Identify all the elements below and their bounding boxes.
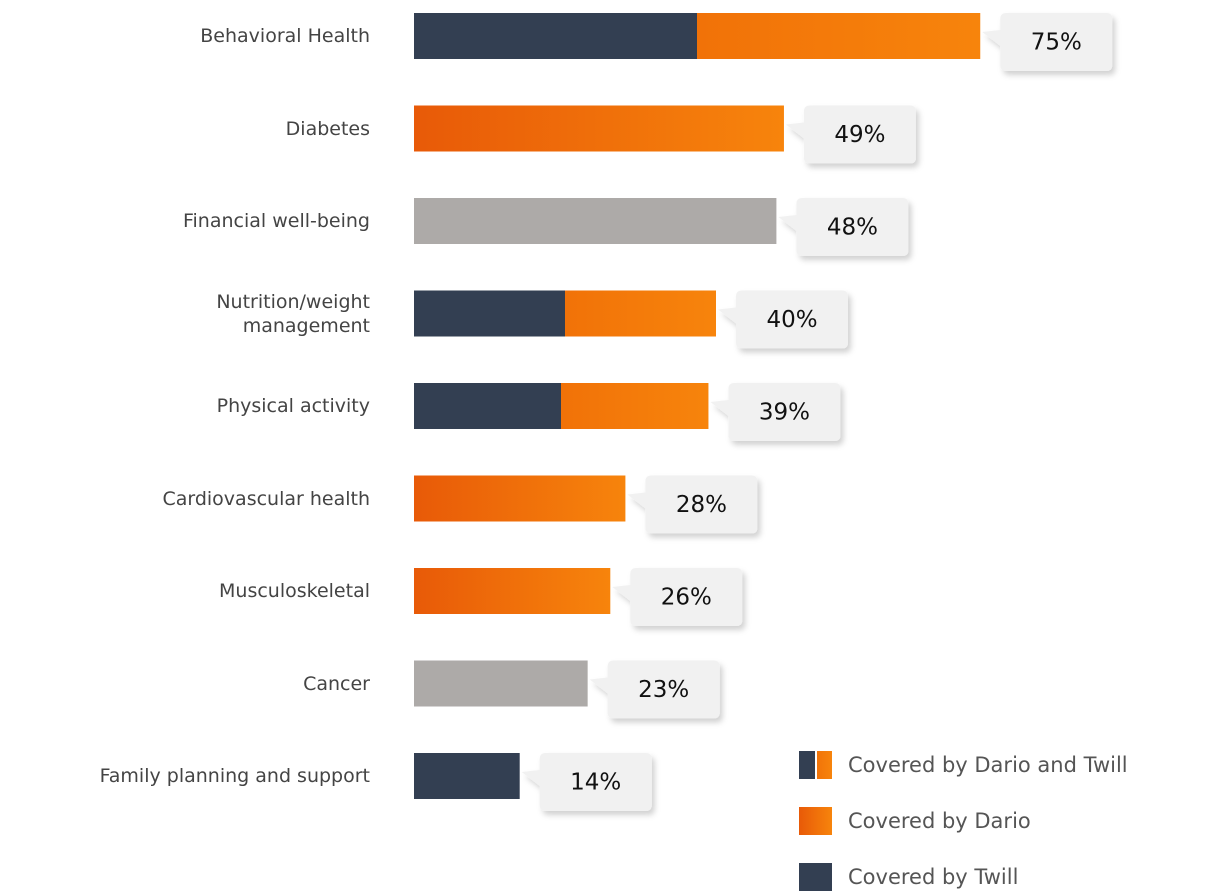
value-label: 48% [827, 215, 878, 241]
category-label: Behavioral Health [200, 25, 370, 47]
value-callout [982, 13, 1113, 71]
legend-swatch [799, 807, 832, 835]
value-callout [778, 198, 909, 256]
value-label: 26% [661, 585, 712, 611]
value-label: 75% [1031, 30, 1082, 56]
value-label: 49% [834, 122, 885, 148]
legend-label: Covered by Dario and Twill [848, 753, 1128, 777]
category-label: Nutrition/weight management [216, 290, 370, 337]
value-label: 14% [570, 770, 621, 796]
value-label: 40% [766, 307, 817, 333]
bar [414, 105, 784, 152]
bar [414, 383, 709, 429]
value-label: 28% [676, 492, 727, 518]
value-callout [710, 383, 841, 441]
legend-label: Covered by Dario [848, 809, 1031, 833]
legend-swatch [799, 863, 832, 891]
legend-label: Covered by Twill [848, 865, 1019, 889]
value-callout [627, 475, 758, 534]
category-label: Financial well-being [182, 210, 370, 232]
bar [414, 568, 611, 614]
value-callout [718, 290, 848, 349]
category-label: Cardiovascular health [162, 487, 370, 510]
value-callout [612, 568, 743, 626]
category-label: Cancer [303, 672, 370, 695]
bar [414, 13, 981, 59]
category-label: Physical activity [216, 395, 370, 417]
value-callout [521, 753, 652, 811]
value-callout [589, 660, 720, 719]
legend-swatch-split [815, 751, 817, 779]
bar [414, 660, 588, 707]
value-label: 39% [759, 400, 810, 426]
category-label: Diabetes [285, 117, 370, 140]
category-label: Family planning and support [99, 765, 370, 787]
value-callout [785, 105, 916, 164]
bar [414, 290, 716, 337]
bar [414, 753, 520, 799]
value-label: 23% [638, 677, 689, 703]
bar [414, 198, 777, 244]
category-label: Musculoskeletal [219, 580, 370, 602]
bar [414, 475, 626, 522]
